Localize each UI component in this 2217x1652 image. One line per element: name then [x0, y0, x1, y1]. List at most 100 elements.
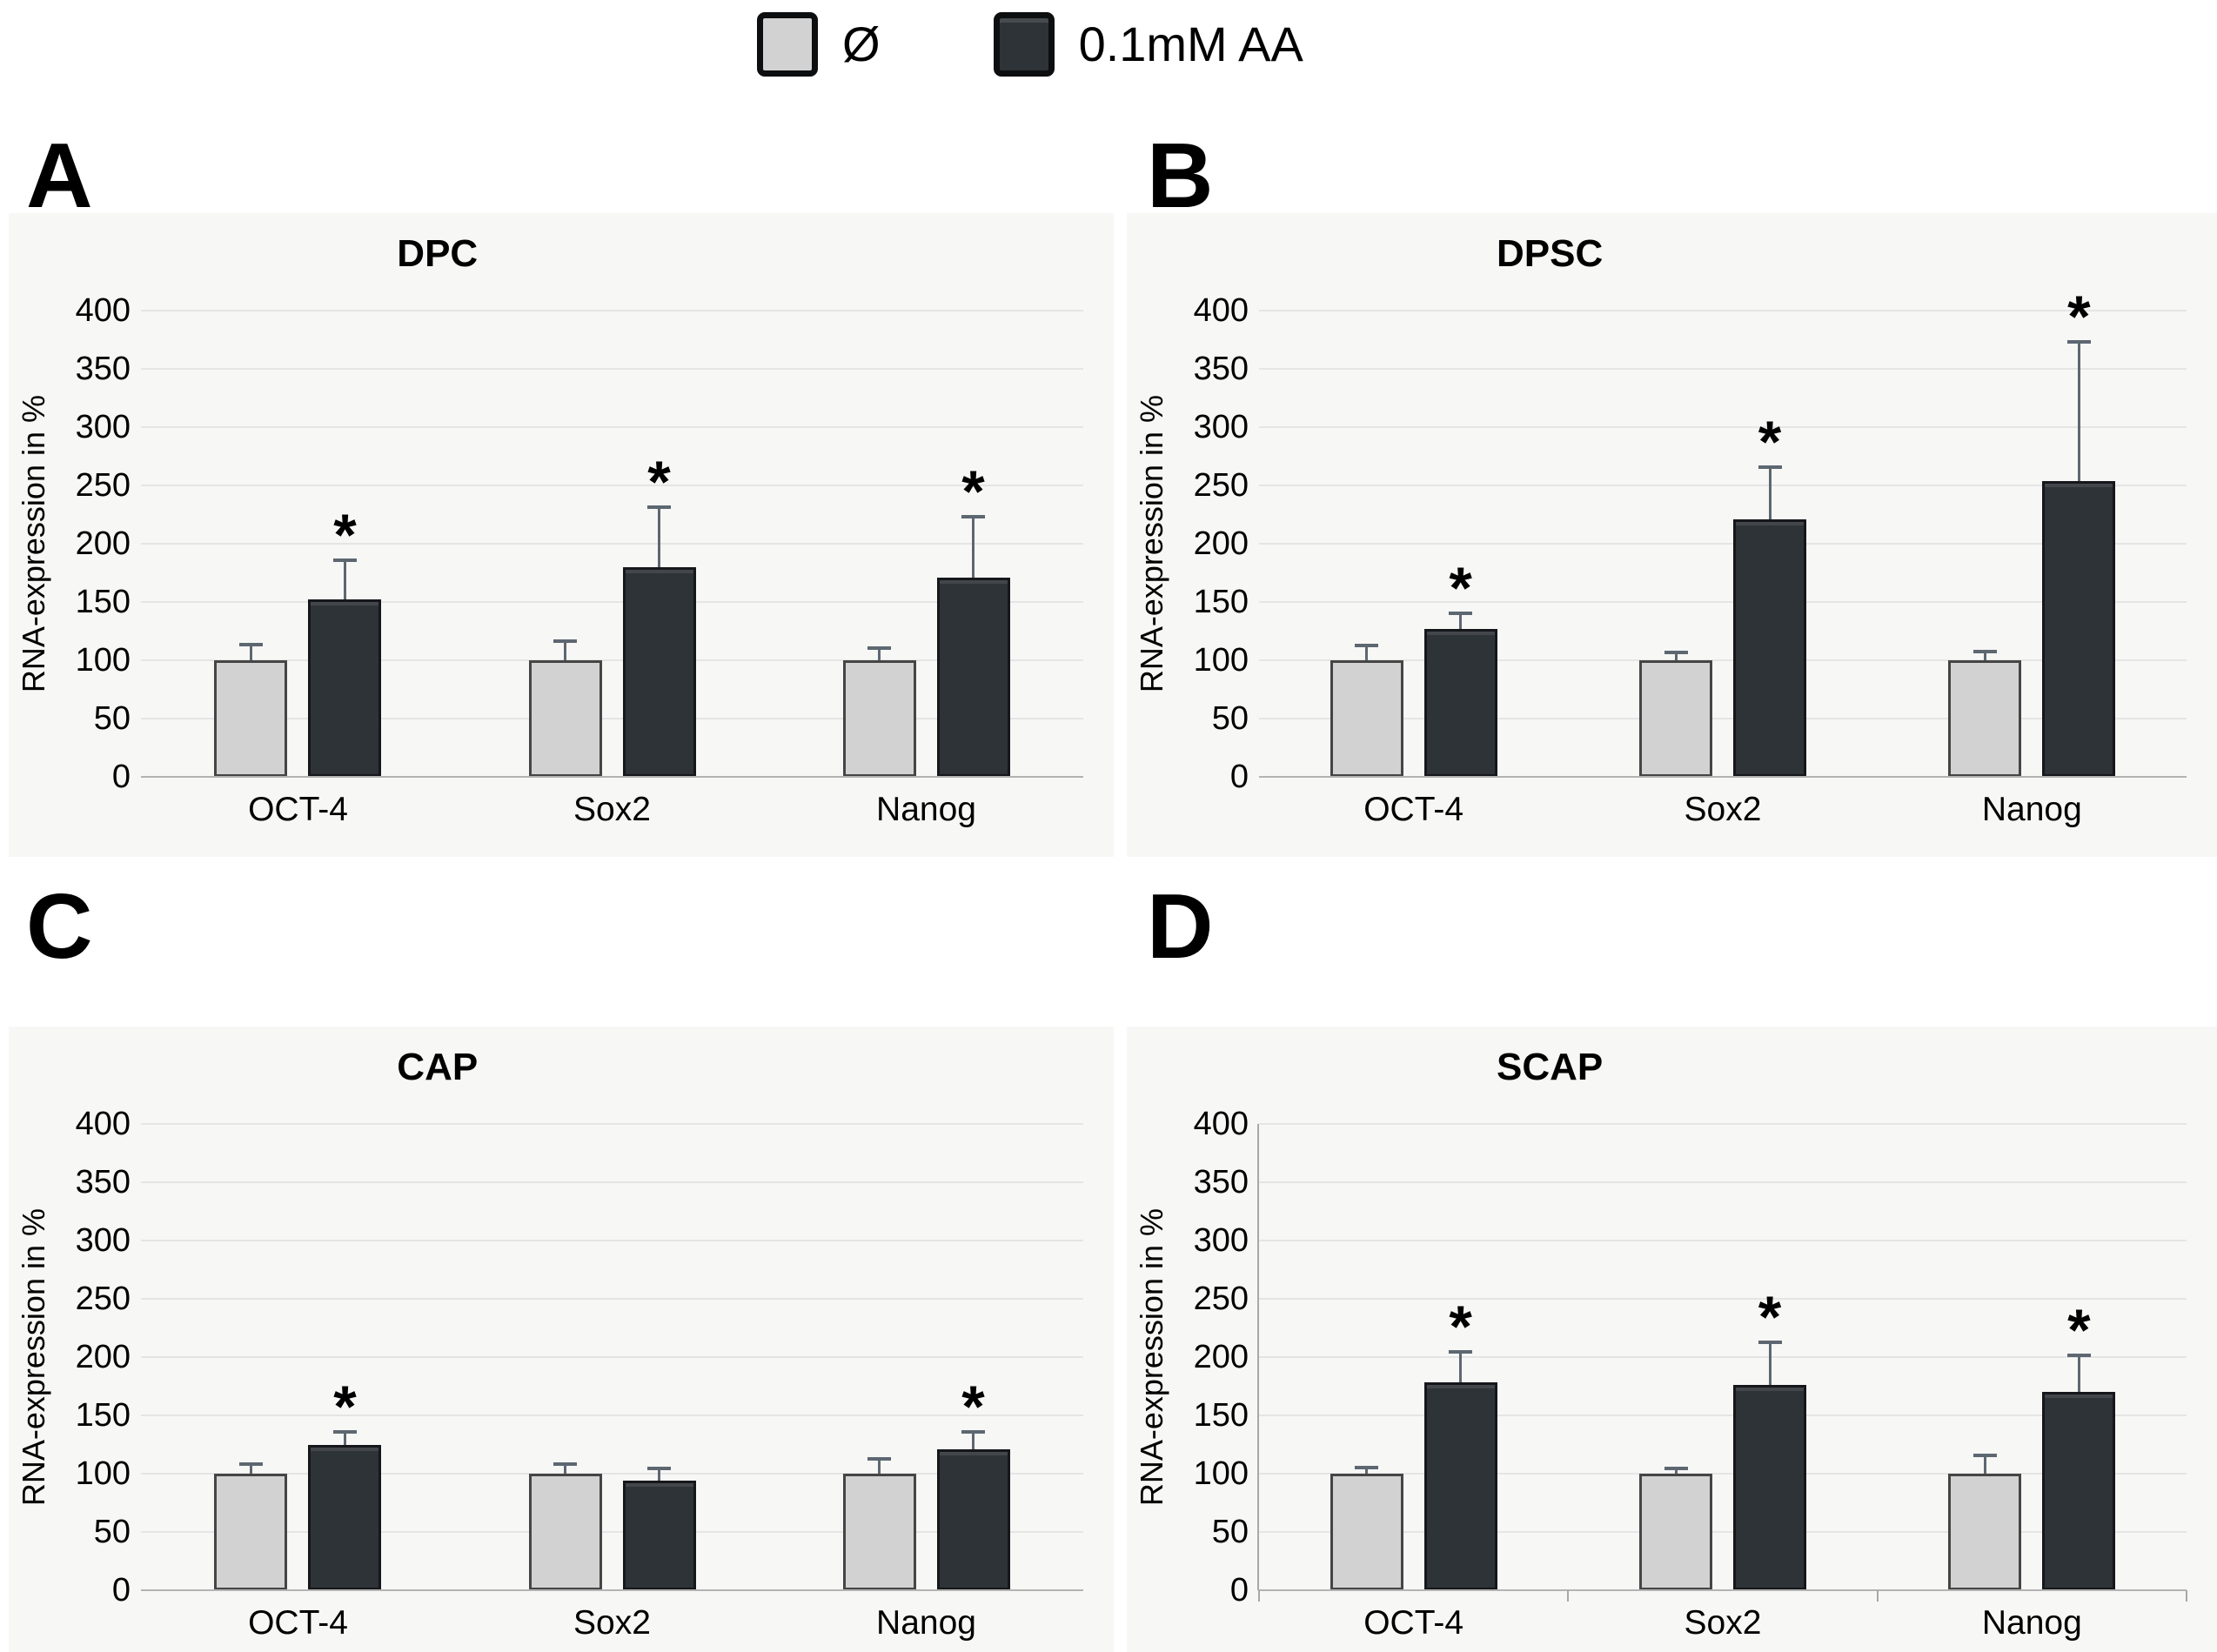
chart-card-scap: SCAP RNA-expression in % 0 50 100 150 200 250 30…: [1127, 1027, 2217, 1652]
y-tick-label: 400: [1193, 292, 1249, 329]
x-category-label: OCT-4: [248, 1604, 348, 1642]
bar-treated: [1733, 1385, 1806, 1590]
error-bar-line: [1365, 647, 1369, 665]
chart-card-cap: CAP RNA-expression in % 0 50 100 150 200 250 300…: [9, 1027, 1114, 1652]
y-axis-ticks: 0 50 100 150 200 250 300 350 400: [1127, 1107, 1249, 1607]
y-tick-label: 400: [1193, 1106, 1249, 1142]
x-category-label: OCT-4: [248, 791, 348, 828]
error-bar-line: [1768, 469, 1772, 525]
x-category-label: Nanog: [876, 1604, 976, 1642]
x-category-label: OCT-4: [1363, 791, 1464, 828]
panel-letter-d: D: [1147, 875, 1216, 978]
y-tick-label: 350: [1193, 351, 1249, 387]
panel-letter-c: C: [26, 875, 95, 978]
chart-title-text: DPSC: [1497, 232, 1604, 275]
y-tick-label: 100: [75, 1455, 131, 1492]
plot-area: * * *: [1257, 1123, 2187, 1602]
gridline: [1259, 426, 2187, 428]
gridline: [141, 1356, 1083, 1358]
x-category-label: Sox2: [573, 1604, 651, 1642]
error-bar-cap: [1758, 465, 1782, 470]
gridline: [1259, 310, 2187, 311]
y-axis-ticks: 0 50 100 150 200 250 300 350 400: [9, 294, 131, 793]
x-axis-baseline: [1259, 1589, 2187, 1591]
x-axis-labels: OCT-4 Sox2 Nanog: [141, 791, 1083, 836]
error-bar-cap: [238, 1461, 263, 1466]
bar-treated: [1733, 518, 1806, 777]
legend-item-treated: 0.1mM AA: [993, 12, 1303, 77]
legend: Ø 0.1mM AA: [757, 12, 1303, 77]
gridline: [141, 543, 1083, 545]
error-bar-cap: [238, 642, 263, 646]
gridline: [1259, 601, 2187, 603]
bar-treated: [308, 599, 382, 777]
error-bar-cap: [2066, 339, 2091, 344]
error-bar-line: [658, 1470, 660, 1487]
error-bar-cap: [553, 1461, 577, 1466]
y-tick-label: 150: [1193, 584, 1249, 620]
error-bar-line: [1768, 1344, 1772, 1391]
error-bar-cap: [867, 645, 891, 650]
significance-star: *: [647, 448, 671, 515]
panel-letter-b: B: [1147, 124, 1216, 227]
y-tick-label: 50: [1211, 700, 1249, 737]
chart-title-text: CAP: [397, 1046, 479, 1088]
error-bar-line: [564, 1465, 566, 1479]
panel-letter-a: A: [26, 124, 95, 227]
x-axis-tick: [1258, 1590, 1260, 1602]
gridline: [1259, 1123, 2187, 1125]
y-tick-label: 250: [75, 467, 131, 504]
x-axis-labels: OCT-4 Sox2 Nanog: [1259, 1604, 2187, 1649]
x-axis-labels: OCT-4 Sox2 Nanog: [1259, 791, 2187, 836]
error-bar-cap: [961, 1430, 985, 1435]
x-axis-baseline: [141, 1589, 1083, 1591]
gridline: [141, 426, 1083, 428]
x-category-label: Nanog: [1981, 1604, 2082, 1642]
chart-title-text: SCAP: [1497, 1046, 1604, 1088]
y-tick-label: 250: [75, 1281, 131, 1317]
bar-treated: [622, 566, 696, 777]
legend-label-control: Ø: [842, 17, 881, 71]
gridline: [141, 1181, 1083, 1183]
error-bar-line: [2077, 1357, 2080, 1398]
significance-star: *: [1449, 554, 1472, 621]
x-axis-baseline: [1259, 776, 2187, 778]
gridline: [1259, 718, 2187, 719]
y-tick-label: 150: [1193, 1397, 1249, 1434]
significance-star: *: [333, 502, 357, 569]
y-tick-label: 100: [1193, 1455, 1249, 1492]
error-bar-line: [1459, 614, 1463, 634]
gridline: [1259, 1298, 2187, 1300]
y-axis-ticks: 0 50 100 150 200 250 300 350 400: [9, 1107, 131, 1607]
error-bar-cap: [1664, 651, 1688, 655]
bar-control: [1639, 660, 1712, 777]
bar-treated: [1423, 1382, 1497, 1590]
error-bar-line: [878, 649, 881, 665]
y-tick-label: 100: [75, 642, 131, 679]
bar-treated: [1423, 628, 1497, 777]
error-bar-cap: [1973, 649, 1997, 653]
gridline: [1259, 1240, 2187, 1241]
chart-title: CAP: [9, 1046, 1114, 1091]
y-tick-label: 250: [1193, 1281, 1249, 1317]
y-tick-label: 50: [93, 1514, 131, 1550]
error-bar-cap: [867, 1457, 891, 1461]
gridline: [141, 368, 1083, 370]
legend-label-treated: 0.1mM AA: [1078, 17, 1303, 71]
significance-star: *: [2067, 283, 2091, 350]
plot-area: * * *: [141, 310, 1083, 778]
significance-star: *: [1758, 409, 1782, 476]
gridline: [141, 718, 1083, 719]
x-axis-tick: [1567, 1590, 1570, 1602]
significance-star: *: [2067, 1297, 2091, 1363]
error-bar-line: [1983, 652, 1986, 665]
bar-control: [214, 1474, 288, 1590]
y-tick-label: 200: [1193, 1339, 1249, 1375]
error-bar-line: [1459, 1353, 1463, 1388]
y-tick-label: 300: [75, 1222, 131, 1259]
error-bar-cap: [647, 1466, 671, 1470]
x-category-label: Nanog: [1981, 791, 2082, 828]
gridline: [141, 1123, 1083, 1125]
bar-control: [842, 660, 916, 777]
gridline: [141, 1531, 1083, 1533]
